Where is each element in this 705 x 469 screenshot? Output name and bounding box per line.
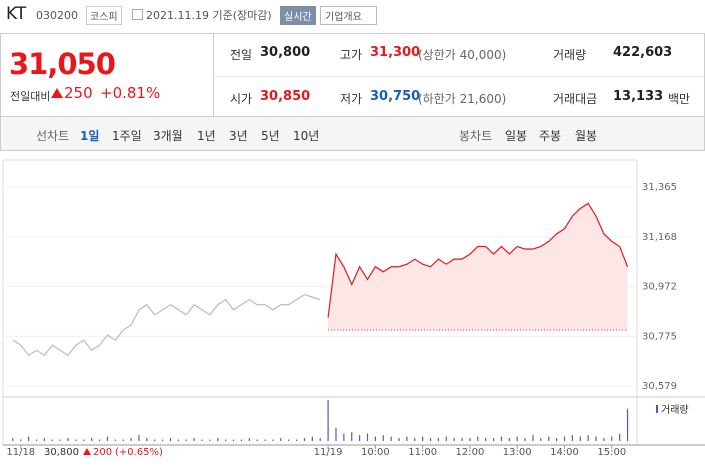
price-line — [327, 202, 629, 318]
stat-label: 시가 — [230, 92, 253, 106]
stat-note: (하한가 21,600) — [418, 92, 507, 106]
x-tick-label: 11/18 — [6, 447, 35, 458]
stock-name: KT — [6, 4, 27, 24]
prev-close: 30,800 — [44, 447, 79, 458]
x-tick-label: 12:00 — [456, 447, 485, 458]
stat-value: 30,850 — [260, 89, 311, 104]
date: 2021.11.19 기준(장마감) — [146, 9, 272, 22]
volume-legend-swatch — [656, 405, 658, 413]
stat-value: 31,300 — [370, 45, 421, 60]
market-badge: 코스피 — [86, 6, 122, 25]
tab[interactable]: 3개월 — [153, 129, 183, 143]
x-tick-label: 15:00 — [597, 447, 626, 458]
stat-value: 30,800 — [260, 45, 311, 60]
price: 31,050 — [9, 47, 116, 81]
y-tick-label: 30,972 — [642, 282, 677, 293]
stat-label: 전일 — [230, 48, 253, 62]
up-arrow — [51, 88, 63, 98]
tab[interactable]: 3년 — [229, 129, 248, 143]
tab-group-label: 봉차트 — [459, 129, 493, 143]
stat-note: (상한가 40,000) — [418, 48, 507, 62]
stat-label: 거래량 — [553, 48, 587, 62]
volume-legend: 거래량 — [661, 404, 689, 416]
prev-change: 200 — [93, 447, 112, 458]
y-tick-label: 31,168 — [642, 232, 677, 243]
x-tick-label: 14:00 — [550, 447, 579, 458]
realtime-button[interactable]: 실시간 — [280, 6, 316, 25]
prev-change-pct: (+0.65%) — [115, 447, 163, 458]
price-line — [12, 293, 321, 357]
x-tick-label: 13:00 — [503, 447, 532, 458]
chart: 30,579 30,775 30,972 31,168 31,365 11/18 11/19… — [2, 159, 705, 458]
tab[interactable]: 1년 — [197, 129, 216, 143]
tab[interactable]: 월봉 — [575, 129, 598, 143]
x-tick-label: 10:00 — [361, 447, 390, 458]
tab[interactable]: 주봉 — [539, 129, 562, 143]
tab-group-label: 선차트 — [36, 129, 70, 143]
company-info-button[interactable]: 기업개요 — [320, 6, 377, 25]
x-tick-label: 11:00 — [408, 447, 437, 458]
stat-label: 거래대금 — [553, 92, 598, 106]
x-tick-label: 11/19 — [314, 447, 343, 458]
y-tick-label: 30,775 — [642, 331, 677, 342]
stat-value: 13,133 — [613, 89, 664, 104]
divider — [213, 76, 703, 77]
y-tick-label: 30,579 — [642, 381, 677, 392]
stock-code: 030200 — [36, 9, 78, 22]
up-arrow — [83, 448, 91, 455]
change-pct: +0.81% — [100, 84, 161, 102]
tab-bar — [0, 116, 705, 151]
stat-label: 고가 — [340, 48, 363, 62]
divider — [213, 33, 214, 116]
calendar-icon — [132, 9, 143, 20]
stat-value: 30,750 — [370, 89, 421, 104]
stat-label: 저가 — [340, 92, 363, 106]
tab[interactable]: 1주일 — [112, 129, 142, 143]
change: 250 — [64, 84, 93, 102]
stat-unit: 백만 — [668, 92, 691, 106]
tab[interactable]: 일봉 — [505, 129, 528, 143]
tab[interactable]: 10년 — [293, 129, 320, 143]
y-tick-label: 31,365 — [642, 182, 677, 193]
stat-value: 422,603 — [613, 45, 673, 60]
change-label: 전일대비 — [10, 90, 51, 103]
tab[interactable]: 5년 — [261, 129, 280, 143]
tab[interactable]: 1일 — [80, 129, 100, 143]
area — [328, 203, 628, 331]
